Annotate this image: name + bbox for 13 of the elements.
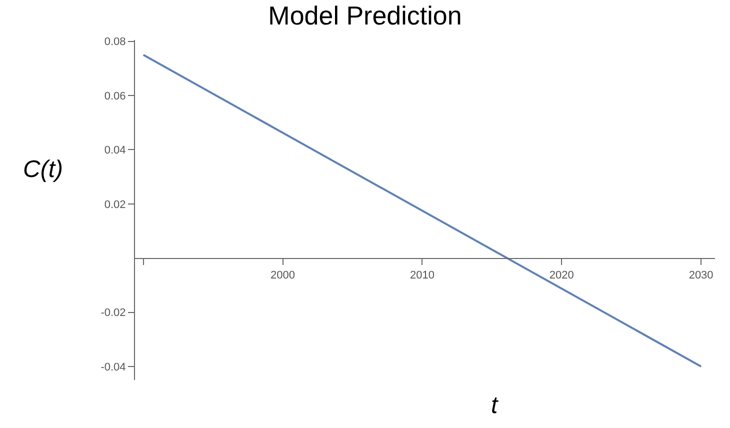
x-tick-label: 2020 <box>549 269 574 282</box>
y-axis-title: C(t) <box>23 156 63 183</box>
y-tick-label: 0.04 <box>104 144 126 157</box>
x-tick-label: 2000 <box>270 269 296 282</box>
chart-title: Model Prediction <box>268 0 462 31</box>
y-tick-label: 0.08 <box>104 36 126 48</box>
y-tick-label: 0.06 <box>104 90 126 102</box>
y-tick-label: 0.02 <box>104 198 126 211</box>
x-tick-label: 2010 <box>410 269 434 282</box>
y-tick-label: -0.02 <box>100 307 126 320</box>
x-tick-label: 2030 <box>688 269 714 282</box>
x-axis-title: t <box>491 392 499 419</box>
y-tick-label: -0.04 <box>100 361 126 374</box>
